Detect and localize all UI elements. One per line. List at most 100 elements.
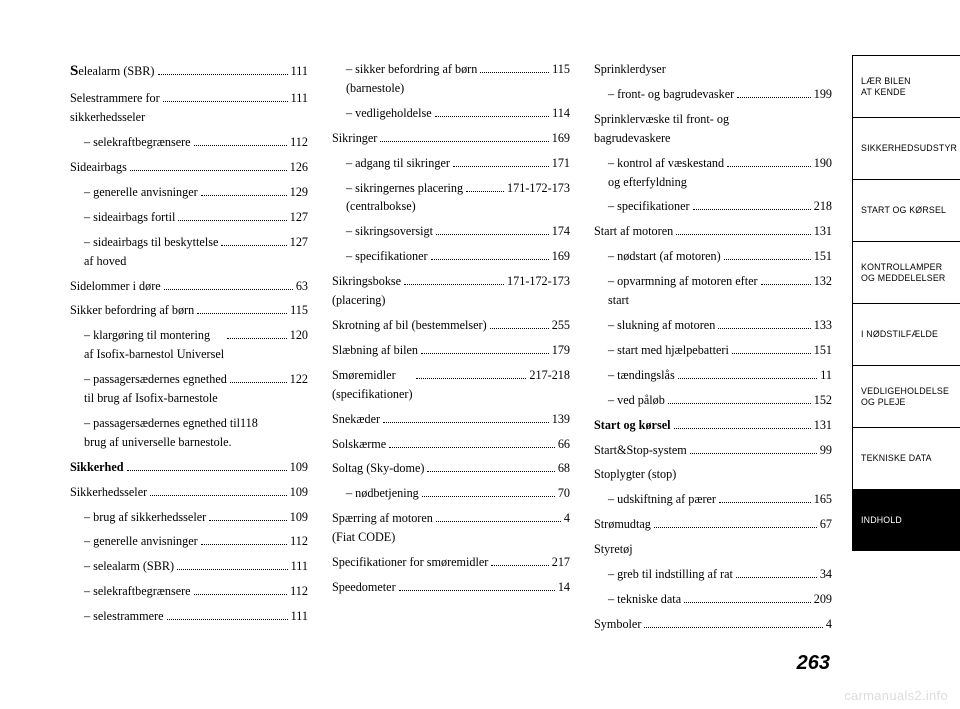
index-entry: – opvarmning af motoren efter start132 (594, 272, 832, 310)
index-entry-page: 68 (558, 459, 570, 478)
index-entry-page: 109 (290, 508, 308, 527)
index-entry-page: 139 (552, 410, 570, 429)
index-entry-page: 34 (820, 565, 832, 584)
section-tab[interactable]: SIKKERHEDSUDSTYR (852, 117, 960, 179)
index-entry-label: Start og kørsel (594, 416, 671, 435)
index-entry: Snekæder139 (332, 410, 570, 429)
page: Selealarm (SBR)111Selestrammere for sikk… (0, 0, 960, 709)
index-entry: – sikringernes placering (centralbokse)1… (332, 179, 570, 217)
section-tab[interactable]: START OG KØRSEL (852, 179, 960, 241)
index-entry: Stoplygter (stop) (594, 465, 832, 484)
index-entry-page: 199 (814, 85, 832, 104)
index-entry: Solskærme66 (332, 435, 570, 454)
leader-dots (736, 568, 817, 578)
index-entry: Specifikationer for smøremidler217 (332, 553, 570, 572)
index-entry-label: Sikringer (332, 129, 377, 148)
index-column-3: Sprinklerdyser– front- og bagrudevasker1… (594, 60, 832, 659)
section-tab[interactable]: LÆR BILEN AT KENDE (852, 55, 960, 117)
section-tab[interactable]: INDHOLD (852, 489, 960, 551)
index-entry-page: 217-218 (529, 366, 570, 385)
index-entry: Sprinklerdyser (594, 60, 832, 79)
index-entry-page: 131 (814, 416, 832, 435)
index-entry-label: – tændingslås (608, 366, 675, 385)
index-entry: Styretøj (594, 540, 832, 559)
index-entry: – sikringsoversigt174 (332, 222, 570, 241)
section-tab[interactable]: VEDLIGEHOLDELSE OG PLEJE (852, 365, 960, 427)
index-entry-page: 255 (552, 316, 570, 335)
leader-dots (221, 236, 286, 246)
leader-dots (676, 226, 811, 236)
index-entry-page: 171-172-173 (507, 272, 570, 291)
leader-dots (197, 305, 287, 315)
index-entry-label: – greb til indstilling af rat (608, 565, 733, 584)
leader-dots (668, 394, 811, 404)
leader-dots (480, 63, 549, 73)
index-entry-page: 171 (552, 154, 570, 173)
leader-dots (164, 280, 293, 290)
index-entry-label: – passagersædernes egnethed til brug af … (84, 370, 227, 408)
index-entry-label: – sikringernes placering (centralbokse) (346, 179, 463, 217)
leader-dots (383, 413, 549, 423)
index-entry-label: – passagersædernes egnethed til brug af … (84, 414, 240, 452)
index-entry-page: 112 (290, 133, 308, 152)
section-tab[interactable]: TEKNISKE DATA (852, 427, 960, 489)
leader-dots (727, 157, 811, 167)
index-entry: – adgang til sikringer171 (332, 154, 570, 173)
leader-dots (644, 618, 823, 628)
section-tabs: LÆR BILEN AT KENDESIKKERHEDSUDSTYRSTART … (852, 0, 960, 709)
index-entry: Sikkerhed109 (70, 458, 308, 477)
index-entry: – slukning af motoren133 (594, 316, 832, 335)
index-entry: – nødstart (af motoren)151 (594, 247, 832, 266)
index-entry-page: 111 (291, 607, 308, 626)
index-entry: Strømudtag67 (594, 515, 832, 534)
index-entry-page: 209 (814, 590, 832, 609)
index-entry: Sikker befordring af børn115 (70, 301, 308, 320)
index-entry-label: Sidelommer i døre (70, 277, 161, 296)
index-entry-label: – slukning af motoren (608, 316, 715, 335)
leader-dots (724, 251, 811, 261)
index-entry-label: – udskiftning af pærer (608, 490, 716, 509)
index-entry-label: – sideairbags fortil (84, 208, 175, 227)
leader-dots (230, 373, 287, 383)
section-tab[interactable]: I NØDSTILFÆLDE (852, 303, 960, 365)
index-entry-page: 112 (290, 582, 308, 601)
index-entry-label: – generelle anvisninger (84, 532, 198, 551)
index-entry-label: – specifikationer (608, 197, 690, 216)
leader-dots (737, 88, 810, 98)
index-entry-label: – nødbetjening (346, 484, 419, 503)
index-entry-page: 111 (291, 89, 308, 108)
index-entry: – tekniske data209 (594, 590, 832, 609)
index-entry: – udskiftning af pærer165 (594, 490, 832, 509)
section-tab[interactable]: KONTROLLAMPER OG MEDDELELSER (852, 241, 960, 303)
index-entry: Sprinklervæske til front- og bagrudevask… (594, 110, 832, 148)
index-entry: – selekraftbegrænsere112 (70, 133, 308, 152)
index-entry-label: Start af motoren (594, 222, 673, 241)
leader-dots (178, 211, 286, 221)
index-entry-label: – brug af sikkerhedsseler (84, 508, 206, 527)
index-entry-label: – selekraftbegrænsere (84, 582, 191, 601)
index-entry-label: Selealarm (SBR) (70, 60, 155, 83)
index-entry-page: 67 (820, 515, 832, 534)
index-entry-label: Sideairbags (70, 158, 127, 177)
index-entry-label: – sikker befordring af børn (barnestole) (346, 60, 477, 98)
index-entry-page: 63 (296, 277, 308, 296)
index-entry-page: 179 (552, 341, 570, 360)
leader-dots (436, 512, 561, 522)
index-entry-page: 122 (290, 370, 308, 389)
leader-dots (399, 581, 555, 591)
index-entry: – specifikationer169 (332, 247, 570, 266)
index-entry-page: 111 (291, 62, 308, 81)
index-entry-page: 109 (290, 458, 308, 477)
index-entry: Sikringsbokse (placering)171-172-173 (332, 272, 570, 310)
index-entry-page: 99 (820, 441, 832, 460)
index-entry: Sidelommer i døre 63 (70, 277, 308, 296)
leader-dots (209, 511, 287, 521)
index-entry: Start&Stop-system99 (594, 441, 832, 460)
leader-dots (201, 186, 287, 196)
index-entry-label: – specifikationer (346, 247, 428, 266)
index-entry-label: – selealarm (SBR) (84, 557, 174, 576)
leader-dots (491, 556, 548, 566)
index-entry: – kontrol af væskestand og efterfyldning… (594, 154, 832, 192)
index-entry-page: 14 (558, 578, 570, 597)
index-entry: – nødbetjening70 (332, 484, 570, 503)
